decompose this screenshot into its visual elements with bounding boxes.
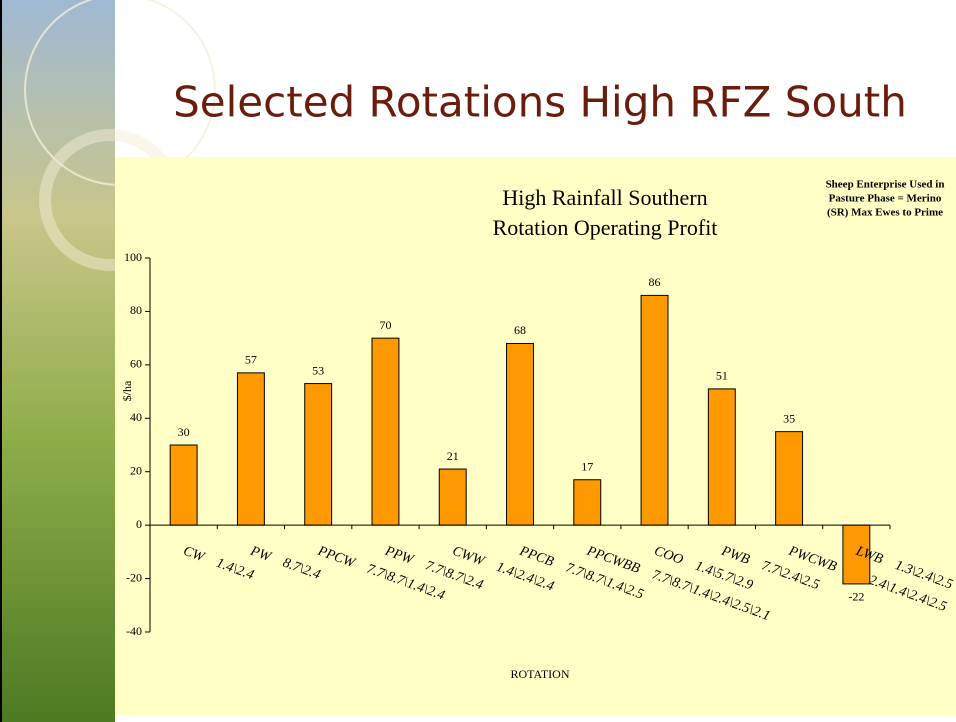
bar	[169, 444, 198, 526]
value-label: 53	[312, 363, 324, 377]
chart-title: High Rainfall Southern	[502, 185, 707, 210]
bar	[775, 431, 804, 526]
value-label: 86	[649, 275, 661, 289]
value-label: 51	[716, 369, 728, 383]
bar	[304, 383, 333, 526]
value-label: -22	[848, 590, 864, 604]
y-tick-label: 100	[124, 250, 142, 264]
value-label: 70	[379, 318, 391, 332]
bar	[707, 388, 736, 526]
y-tick-label: 60	[130, 357, 142, 371]
value-label: 35	[783, 411, 795, 425]
chart-title: Rotation Operating Profit	[493, 215, 718, 240]
annotation: Pasture Phase = Merino	[829, 193, 942, 205]
y-tick-label: 40	[130, 410, 142, 424]
bar	[506, 342, 534, 526]
annotation: Sheep Enterprise Used in	[826, 179, 945, 191]
y-tick-label: 20	[130, 463, 142, 477]
bar	[438, 468, 467, 526]
value-label: 21	[447, 449, 459, 463]
bar	[640, 294, 669, 526]
bar	[236, 372, 265, 526]
x-axis-label: ROTATION	[510, 667, 569, 681]
y-tick-label: 80	[130, 303, 142, 317]
value-label: 57	[245, 353, 257, 367]
value-label: 17	[581, 459, 593, 473]
y-axis-label: $/ha	[120, 380, 134, 401]
value-label: 68	[514, 323, 526, 337]
slide-title: Selected Rotations High RFZ South	[173, 78, 907, 127]
bar	[371, 337, 400, 526]
bar	[573, 479, 602, 526]
y-tick-label: -40	[126, 624, 142, 638]
y-tick-label: 0	[136, 517, 142, 531]
annotation: (SR) Max Ewes to Prime	[827, 207, 943, 219]
y-tick-label: -20	[126, 570, 142, 584]
decor-strip	[0, 0, 115, 722]
value-label: 30	[178, 425, 190, 439]
